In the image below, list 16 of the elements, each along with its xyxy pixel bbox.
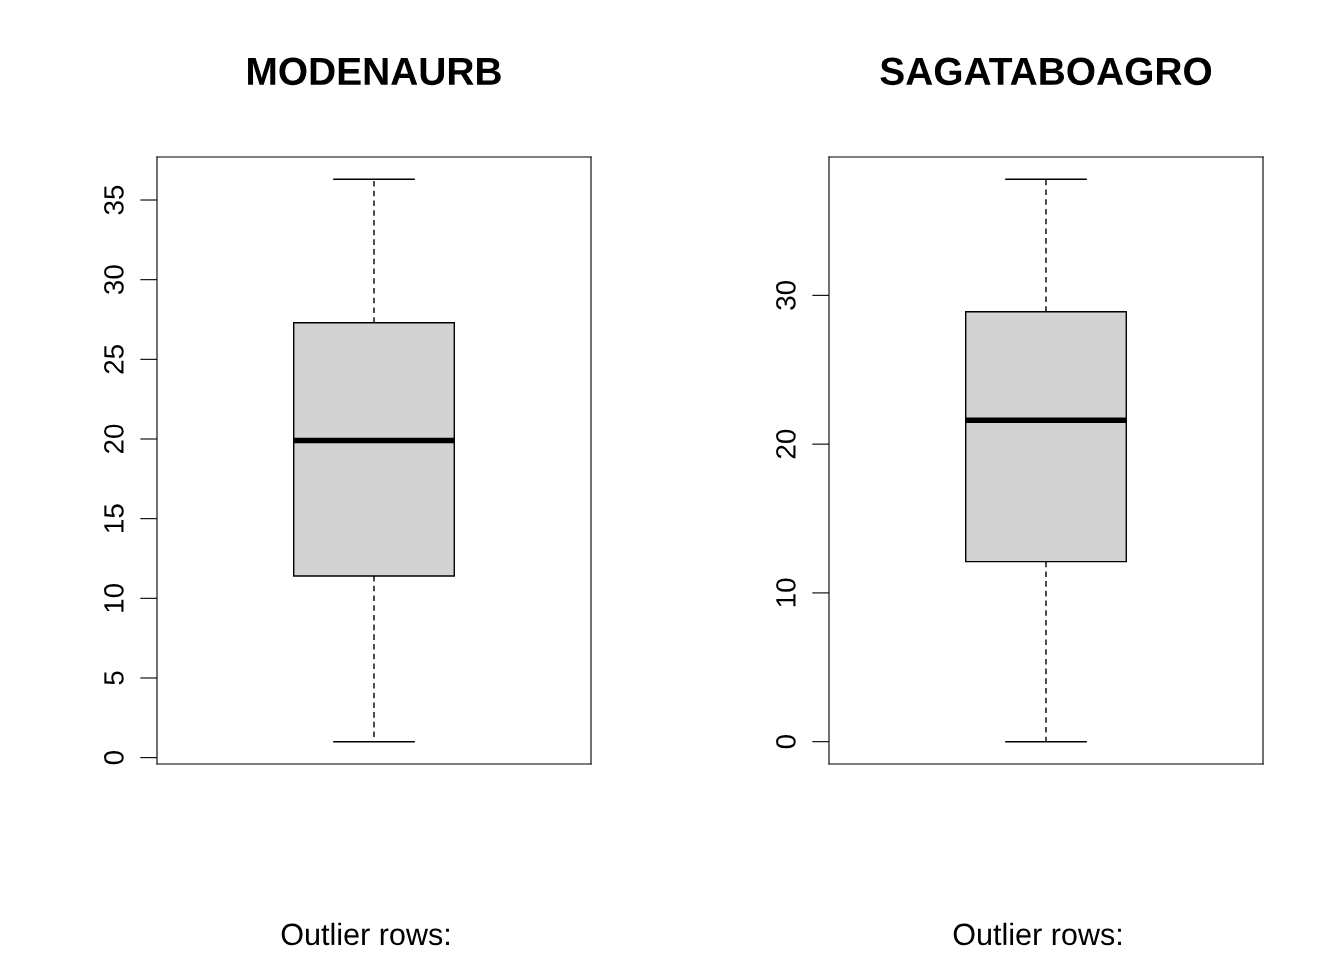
chart-title: SAGATABOAGRO xyxy=(880,57,1212,86)
text: Outlier rows: xyxy=(953,922,1121,946)
y-tick-label: 5 xyxy=(104,671,124,685)
y-tick-label: 20 xyxy=(776,429,796,459)
y-tick-label: 10 xyxy=(104,583,124,612)
y-tick-label: 35 xyxy=(104,185,124,215)
y-tick-label: 30 xyxy=(776,281,796,310)
y-tick-label: 10 xyxy=(776,578,796,607)
y-tick-label: 30 xyxy=(104,265,124,295)
y-tick-label: 20 xyxy=(104,424,124,454)
chart-title: MODENAURB xyxy=(248,57,501,86)
y-tick-label: 15 xyxy=(104,504,124,532)
y-tick-label: 0 xyxy=(104,750,124,765)
text: Outlier rows: xyxy=(281,922,449,946)
y-tick-label: 0 xyxy=(776,735,796,749)
y-tick-label: 25 xyxy=(104,345,124,374)
